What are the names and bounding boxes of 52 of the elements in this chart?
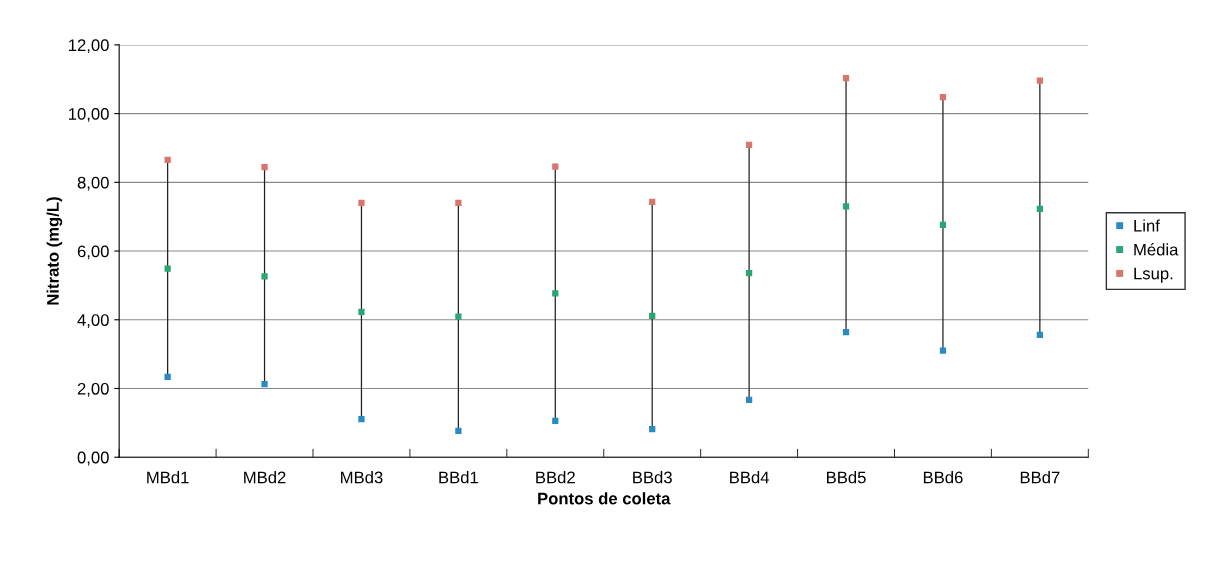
- legend-label: Lsup.: [1134, 267, 1173, 283]
- x-tick-label: MBd1: [147, 471, 189, 484]
- point: [842, 203, 850, 210]
- point: [939, 347, 947, 354]
- legend-label: Linf: [1134, 219, 1160, 232]
- y-tick-label: 6,00: [77, 245, 109, 260]
- x-tick-label: BBd6: [923, 471, 963, 484]
- point: [842, 75, 850, 82]
- point: [1036, 205, 1043, 212]
- point: [552, 290, 559, 297]
- point: [649, 425, 656, 433]
- y-tick-label: 8,00: [77, 176, 109, 191]
- y-tick-label: 12,00: [69, 39, 109, 54]
- y-axis-title: Nitrato (mg/L): [46, 197, 63, 305]
- y-tick-label: 2,00: [77, 382, 109, 397]
- point: [164, 156, 171, 164]
- point: [164, 373, 171, 380]
- x-tick-label: BBd5: [827, 471, 866, 484]
- point: [649, 198, 656, 206]
- point: [1036, 77, 1043, 84]
- point: [358, 415, 365, 423]
- legend-label: Média: [1134, 243, 1179, 256]
- point: [1036, 331, 1043, 339]
- point: [745, 396, 753, 403]
- point: [842, 329, 850, 336]
- y-tick-label: 4,00: [77, 314, 109, 328]
- point: [552, 163, 559, 170]
- x-tick-label: BBd2: [536, 471, 575, 484]
- point: [261, 380, 268, 388]
- x-tick-label: BBd4: [730, 471, 770, 484]
- point: [745, 141, 753, 148]
- y-tick-label: 0,00: [77, 451, 109, 466]
- point: [649, 312, 656, 320]
- x-tick-label: MBd3: [341, 471, 383, 484]
- point: [358, 308, 365, 315]
- point: [261, 273, 268, 280]
- x-tick-label: BBd3: [633, 471, 672, 484]
- point: [552, 417, 559, 424]
- point: [164, 265, 171, 272]
- x-tick-label: BBd7: [1020, 471, 1060, 484]
- point: [358, 199, 365, 207]
- y-tick-label: 10,00: [69, 108, 109, 122]
- point: [455, 427, 462, 434]
- point: [939, 221, 947, 229]
- x-tick-label: BBd1: [439, 471, 478, 484]
- point: [939, 93, 947, 101]
- point: [455, 313, 462, 320]
- point: [261, 164, 268, 171]
- point: [745, 269, 753, 277]
- x-axis-title: Pontos de coleta: [538, 492, 671, 505]
- x-tick-label: MBd2: [244, 471, 286, 484]
- point: [455, 199, 462, 207]
